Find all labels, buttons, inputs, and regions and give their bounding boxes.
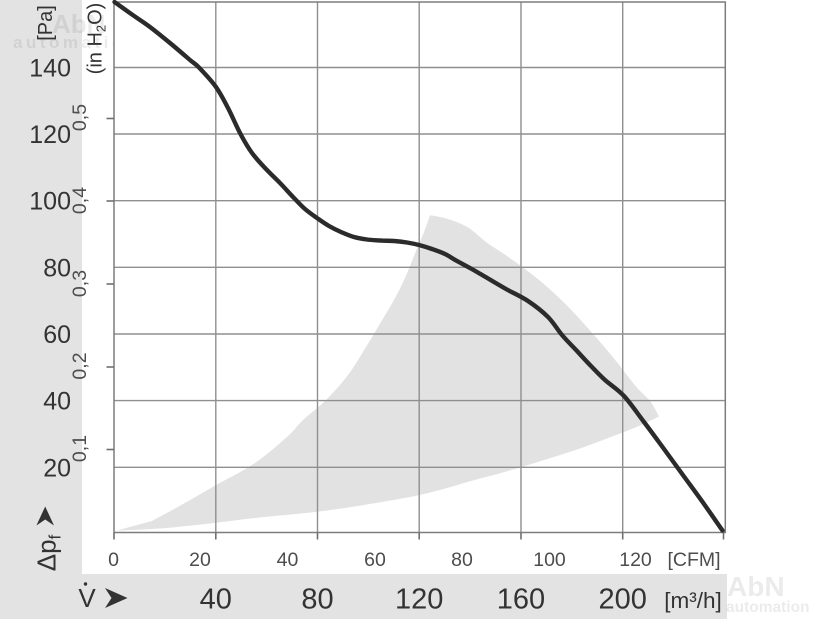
svg-text:40: 40: [43, 388, 71, 416]
svg-text:20: 20: [43, 454, 71, 482]
svg-text:60: 60: [364, 549, 386, 571]
svg-text:0,4: 0,4: [69, 187, 91, 214]
svg-text:140: 140: [29, 55, 71, 83]
svg-text:160: 160: [497, 584, 545, 616]
svg-text:200: 200: [599, 584, 647, 616]
svg-text:40: 40: [277, 549, 299, 571]
svg-text:80: 80: [301, 584, 333, 616]
svg-text:40: 40: [200, 584, 232, 616]
svg-text:automation: automation: [726, 599, 810, 616]
svg-text:80: 80: [43, 254, 71, 282]
svg-text:100: 100: [29, 188, 71, 216]
svg-text:120: 120: [619, 549, 652, 571]
svg-text:120: 120: [395, 584, 443, 616]
svg-text:0,1: 0,1: [69, 435, 91, 462]
svg-text:(in H2O): (in H2O): [85, 3, 109, 75]
svg-text:100: 100: [533, 549, 566, 571]
svg-text:Δpf: Δpf: [32, 534, 65, 571]
svg-text:AbN: AbN: [727, 571, 785, 602]
svg-text:V: V: [78, 583, 96, 613]
svg-text:0: 0: [108, 549, 119, 571]
svg-text:0,5: 0,5: [69, 104, 91, 131]
svg-text:[Pa]: [Pa]: [35, 5, 57, 41]
svg-text:20: 20: [189, 549, 211, 571]
svg-text:AbN: AbN: [52, 9, 105, 39]
svg-text:120: 120: [29, 121, 71, 149]
svg-text:0,3: 0,3: [69, 270, 91, 297]
svg-text:automation: automation: [13, 33, 140, 52]
svg-text:[CFM]: [CFM]: [667, 549, 720, 571]
svg-text:[m³/h]: [m³/h]: [664, 588, 722, 613]
svg-text:80: 80: [451, 549, 473, 571]
svg-text:60: 60: [43, 321, 71, 349]
svg-text:0,2: 0,2: [69, 352, 91, 379]
